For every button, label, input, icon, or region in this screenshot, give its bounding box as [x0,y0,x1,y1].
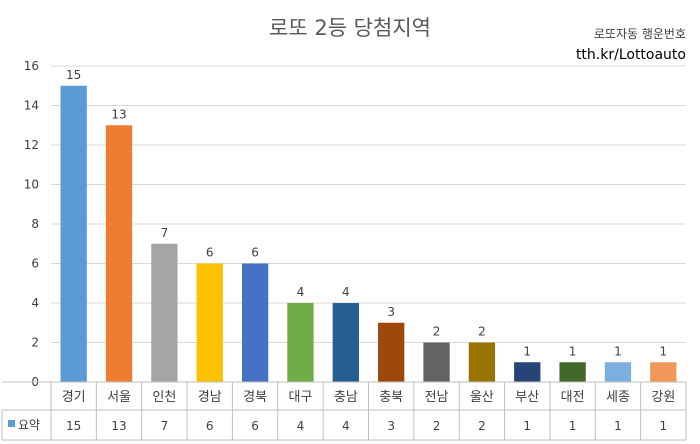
table-value: 2 [478,419,486,433]
brand-name: 로또자동 행운번호 [593,27,686,41]
table-value: 4 [297,419,305,433]
bar [105,125,133,382]
table-value: 3 [387,419,395,433]
y-tick-label: 4 [31,296,39,310]
y-tick-label: 14 [24,99,39,113]
table-value: 7 [161,419,169,433]
bar [241,263,269,382]
x-tick-label: 경기 [62,390,86,405]
table-value: 6 [251,419,259,433]
chart-title: 로또 2등 당첨지역 [269,16,431,40]
x-tick-label: 충남 [334,390,358,405]
table-value: 6 [206,419,214,433]
y-tick-label: 12 [24,138,39,152]
bar [468,342,496,382]
table-value: 1 [569,419,577,433]
data-label: 1 [660,344,668,358]
bar [332,303,359,382]
x-tick-label: 울산 [470,390,494,405]
x-tick-label: 전남 [425,390,449,405]
bar [287,303,314,382]
bar [378,322,405,382]
brand-url[interactable]: tth.kr/Lottoauto [575,47,686,63]
data-label: 7 [161,226,169,240]
table-value: 1 [614,419,622,433]
x-tick-label: 경남 [198,390,222,405]
bar [514,362,541,382]
table-value: 13 [111,419,126,433]
bar [60,85,87,382]
bar [151,243,178,382]
bar [196,263,223,382]
bar [423,342,450,382]
data-label: 2 [478,325,486,339]
data-label: 1 [614,344,622,358]
legend-marker [8,420,15,427]
x-tick-label: 충북 [379,390,403,405]
data-label: 4 [342,285,350,299]
data-label: 2 [433,325,441,339]
x-tick-label: 부산 [515,390,539,405]
data-label: 15 [66,68,81,82]
table-value: 15 [66,419,81,433]
data-label: 1 [569,344,577,358]
bar [604,362,632,382]
x-tick-label: 경북 [243,390,267,405]
x-tick-label: 세종 [606,390,630,405]
bar [559,362,586,382]
x-tick-label: 대구 [289,390,313,405]
y-tick-label: 6 [31,257,39,271]
x-tick-label: 대전 [561,390,585,405]
data-label: 3 [387,305,395,319]
x-tick-label: 강원 [651,390,675,405]
table-value: 1 [523,419,531,433]
x-tick-label: 서울 [107,390,131,405]
table-value: 1 [660,419,668,433]
legend-series-name: 요약 [18,417,40,432]
data-label: 6 [251,246,259,260]
data-label: 4 [297,285,305,299]
data-label: 6 [206,246,214,260]
y-tick-label: 2 [31,336,39,350]
table-value: 4 [342,419,350,433]
y-tick-label: 16 [24,59,39,73]
table-value: 2 [433,419,441,433]
data-label: 13 [111,107,126,121]
bar [650,362,677,382]
x-tick-label: 인천 [152,390,176,405]
y-tick-label: 8 [31,217,39,231]
data-label: 1 [523,344,531,358]
y-tick-label: 10 [24,178,39,192]
